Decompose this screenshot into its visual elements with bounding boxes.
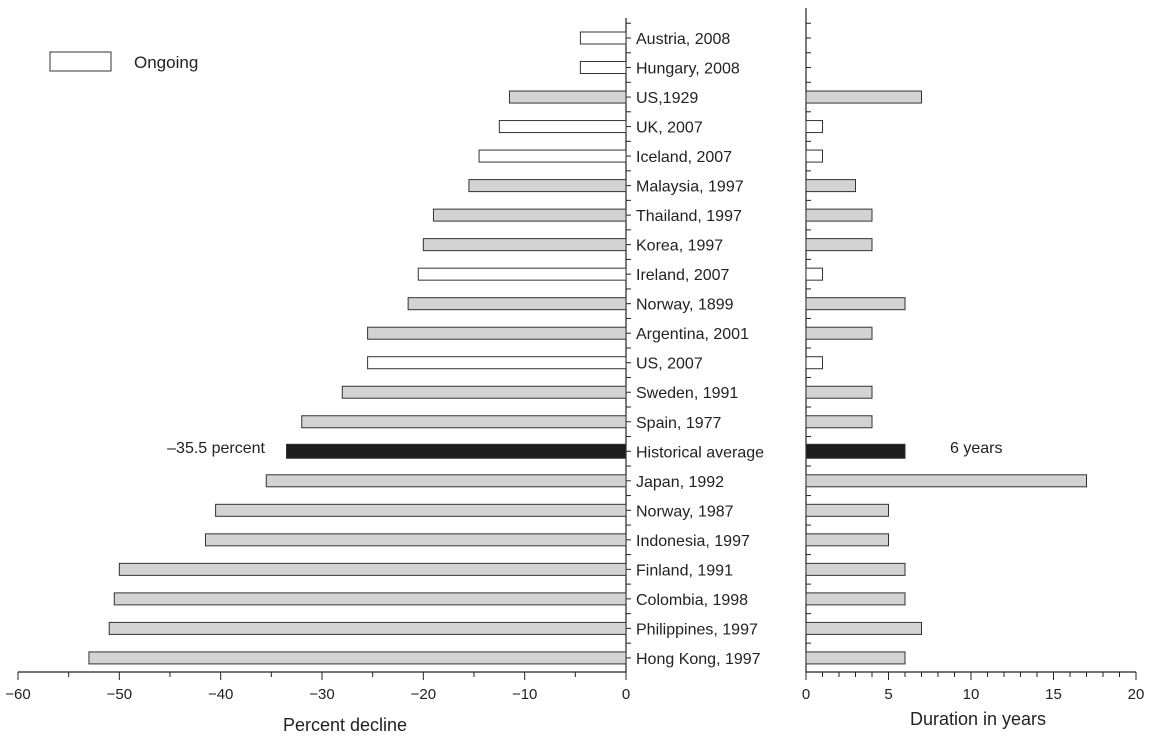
right-bar-spain-1977 <box>805 415 873 429</box>
category-label-hungary-2008: Hungary, 2008 <box>636 61 740 78</box>
percent-decline-panel: −60 −50 −40 −30 −20 −10 0 Percent decline –35.… <box>5 18 631 735</box>
category-label-colombia-1998: Colombia, 1998 <box>636 592 748 609</box>
category-label-argentina-2001: Argentina, 2001 <box>636 326 749 343</box>
left-x-ticks: −60 −50 −40 −30 −20 −10 0 <box>5 672 630 703</box>
average-duration-annotation: 6 years <box>950 440 1002 457</box>
category-label-korea-1997: Korea, 1997 <box>636 238 723 255</box>
right-bar-thailand-1997 <box>805 208 873 222</box>
right-x-tick-label: 0 <box>802 686 810 703</box>
right-bar-norway-1899 <box>805 297 906 311</box>
left-bar-norway-1987 <box>215 503 627 517</box>
category-label-us-2007: US, 2007 <box>636 356 703 373</box>
left-bar-japan-1992 <box>265 474 627 488</box>
category-label-norway-1899: Norway, 1899 <box>636 297 734 314</box>
category-label-philippines-1997: Philippines, 1997 <box>636 621 758 638</box>
category-label-hong-kong-1997: Hong Kong, 1997 <box>636 651 761 668</box>
left-bar-spain-1977 <box>301 415 627 429</box>
right-bar-sweden-1991 <box>805 385 873 399</box>
category-label-thailand-1997: Thailand, 1997 <box>636 208 742 225</box>
right-bar-malaysia-1997 <box>805 179 856 193</box>
right-bar-us-1929 <box>805 90 922 104</box>
category-label-ireland-2007: Ireland, 2007 <box>636 267 730 284</box>
left-bar-hong-kong-1997 <box>88 651 627 665</box>
category-label-us-1929: US,1929 <box>636 90 698 107</box>
category-label-historical-average: Historical average <box>636 444 764 461</box>
left-bar-norway-1899 <box>407 297 627 311</box>
left-bar-iceland-2007 <box>478 149 627 163</box>
category-label-japan-1992: Japan, 1992 <box>636 474 724 491</box>
left-x-tick-label: −40 <box>208 686 233 703</box>
right-bars <box>805 90 1087 665</box>
left-x-tick-label: −30 <box>309 686 334 703</box>
right-bar-korea-1997 <box>805 238 873 252</box>
right-y-ticks <box>806 22 811 659</box>
right-bar-ireland-2007 <box>805 267 823 281</box>
right-bar-historical-average <box>805 443 906 459</box>
right-bar-us-2007 <box>805 356 823 370</box>
right-x-tick-label: 10 <box>963 686 980 703</box>
left-bar-hungary-2008 <box>579 61 627 75</box>
left-bar-historical-average <box>286 443 627 459</box>
left-x-tick-label: −10 <box>512 686 537 703</box>
left-bars <box>88 31 627 665</box>
category-label-spain-1977: Spain, 1977 <box>636 415 722 432</box>
left-bar-philippines-1997 <box>108 621 627 635</box>
right-bar-iceland-2007 <box>805 149 823 163</box>
category-labels: Austria, 2008 Hungary, 2008 US,1929 UK, 200… <box>636 31 764 668</box>
legend-ongoing-label: Ongoing <box>134 53 198 72</box>
left-x-tick-label: −50 <box>107 686 132 703</box>
left-bar-malaysia-1997 <box>468 179 627 193</box>
legend-ongoing-swatch <box>49 51 112 72</box>
left-bar-indonesia-1997 <box>204 533 627 547</box>
right-bar-philippines-1997 <box>805 621 922 635</box>
left-bar-us-1929 <box>508 90 627 104</box>
right-x-ticks: 0 5 10 15 20 <box>802 672 1145 703</box>
left-bar-thailand-1997 <box>432 208 627 222</box>
right-bar-hong-kong-1997 <box>805 651 906 665</box>
left-bar-ireland-2007 <box>417 267 627 281</box>
right-x-tick-label: 5 <box>884 686 892 703</box>
right-bar-finland-1991 <box>805 562 906 576</box>
left-x-tick-label: 0 <box>622 686 630 703</box>
category-label-indonesia-1997: Indonesia, 1997 <box>636 533 750 550</box>
left-x-axis-title: Percent decline <box>283 715 407 735</box>
category-label-austria-2008: Austria, 2008 <box>636 31 730 48</box>
legend: Ongoing <box>49 51 198 72</box>
right-x-axis-title: Duration in years <box>910 709 1046 729</box>
left-y-ticks <box>626 22 631 659</box>
right-bar-uk-2007 <box>805 120 823 134</box>
left-bar-finland-1991 <box>118 562 627 576</box>
left-bar-sweden-1991 <box>341 385 627 399</box>
category-label-uk-2007: UK, 2007 <box>636 120 703 137</box>
average-decline-annotation: –35.5 percent <box>167 440 265 457</box>
right-bar-colombia-1998 <box>805 592 906 606</box>
category-label-norway-1987: Norway, 1987 <box>636 503 734 520</box>
category-label-malaysia-1997: Malaysia, 1997 <box>636 179 744 196</box>
right-bar-argentina-2001 <box>805 326 873 340</box>
duration-panel: 0 5 10 15 20 Duration in years 6 years <box>802 8 1145 729</box>
left-bar-colombia-1998 <box>113 592 627 606</box>
right-bar-norway-1987 <box>805 503 889 517</box>
left-bar-korea-1997 <box>422 238 627 252</box>
category-label-sweden-1991: Sweden, 1991 <box>636 385 738 402</box>
left-bar-austria-2008 <box>579 31 627 45</box>
right-x-tick-label: 20 <box>1128 686 1145 703</box>
left-bar-uk-2007 <box>498 120 627 134</box>
left-x-tick-label: −20 <box>411 686 436 703</box>
left-bar-us-2007 <box>367 356 627 370</box>
left-x-tick-label: −60 <box>5 686 30 703</box>
right-bar-indonesia-1997 <box>805 533 889 547</box>
category-label-finland-1991: Finland, 1991 <box>636 562 733 579</box>
right-bar-japan-1992 <box>805 474 1087 488</box>
category-label-iceland-2007: Iceland, 2007 <box>636 149 732 166</box>
right-x-tick-label: 15 <box>1045 686 1062 703</box>
left-bar-argentina-2001 <box>367 326 627 340</box>
